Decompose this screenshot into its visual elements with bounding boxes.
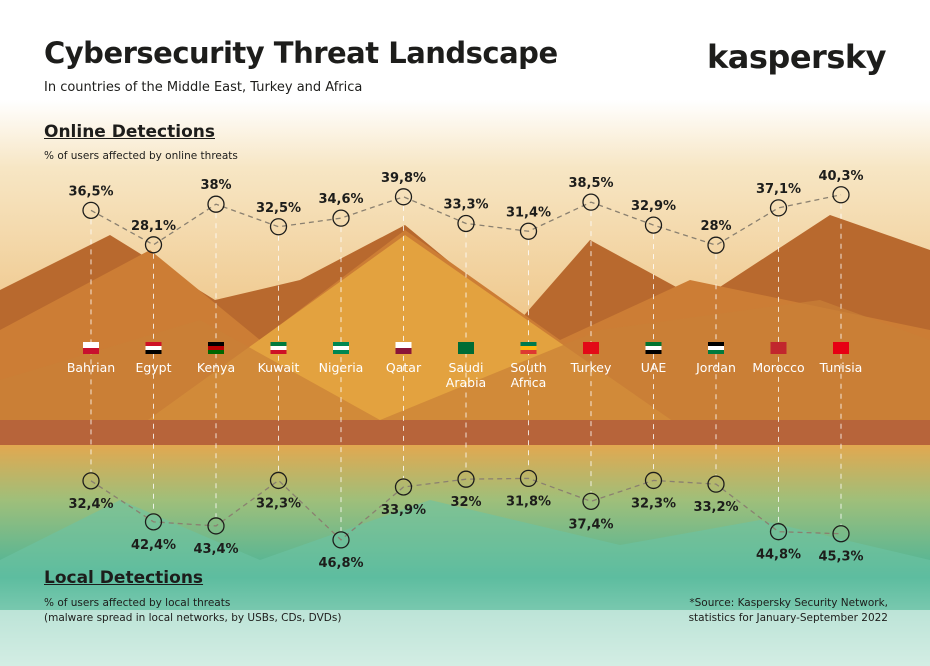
- country-label: Morocco: [752, 360, 804, 375]
- page-title: Cybersecurity Threat Landscape: [44, 36, 558, 70]
- local-point: [457, 470, 475, 488]
- online-series-line: [90, 194, 842, 246]
- kaspersky-logo: kaspersky: [707, 38, 887, 76]
- country-label: Kuwait: [258, 360, 300, 375]
- country-label: Africa: [511, 375, 547, 390]
- online-data-label: 32,5%: [256, 201, 301, 216]
- country-label: Qatar: [386, 360, 422, 375]
- online-data-label: 38%: [200, 178, 231, 193]
- local-heading: Local Detections: [44, 568, 204, 588]
- online-data-label: 37,1%: [756, 182, 801, 197]
- country-label: UAE: [641, 360, 667, 375]
- flag-bahrian: [83, 342, 99, 354]
- flag-kuwait: [270, 342, 287, 354]
- country-label: Turkey: [570, 360, 612, 375]
- local-data-label: 45,3%: [818, 550, 863, 565]
- local-point: [144, 513, 163, 531]
- local-data-label: 44,8%: [756, 548, 801, 563]
- flag-saudi-arabia: [458, 342, 474, 354]
- source-note: *Source: Kaspersky Security Network, stat…: [588, 596, 888, 626]
- online-point: [332, 209, 350, 227]
- local-data-label: 43,4%: [193, 542, 238, 557]
- online-heading: Online Detections: [44, 122, 215, 142]
- online-data-label: 28,1%: [131, 219, 176, 234]
- source-line2: statistics for January-September 2022: [688, 612, 888, 624]
- flag-south-africa: [520, 342, 537, 354]
- local-data-label: 37,4%: [568, 517, 613, 532]
- local-point: [769, 523, 788, 541]
- local-point: [332, 531, 350, 549]
- online-data-label: 39,8%: [381, 171, 426, 186]
- local-point: [82, 472, 100, 490]
- country-label: Saudi: [449, 360, 484, 375]
- flag-tunisia: [833, 342, 849, 354]
- flag-uae: [645, 342, 662, 354]
- local-data-label: 32,3%: [631, 496, 676, 511]
- page-subtitle: In countries of the Middle East, Turkey …: [44, 80, 363, 95]
- local-point: [394, 478, 413, 496]
- local-point: [519, 469, 538, 488]
- local-point: [207, 517, 225, 535]
- local-data-label: 31,8%: [506, 494, 551, 509]
- online-point: [144, 236, 163, 254]
- online-data-label: 38,5%: [568, 176, 613, 191]
- online-point: [269, 218, 288, 236]
- online-data-label: 36,5%: [68, 184, 113, 199]
- country-label: Jordan: [695, 360, 736, 375]
- local-series-line: [90, 477, 842, 541]
- flag-kenya: [208, 342, 224, 354]
- local-data-label: 33,9%: [381, 503, 426, 518]
- online-point: [519, 222, 538, 240]
- online-data-label: 40,3%: [818, 169, 863, 184]
- country-label: Kenya: [197, 360, 235, 375]
- online-point: [207, 195, 225, 213]
- online-point: [457, 214, 475, 233]
- country-label: South: [510, 360, 546, 375]
- local-point: [644, 471, 663, 490]
- local-data-label: 32,3%: [256, 496, 301, 511]
- local-data-label: 46,8%: [318, 556, 363, 571]
- online-point: [644, 216, 663, 234]
- online-point: [707, 236, 725, 254]
- flag-turkey: [583, 342, 599, 354]
- local-point: [269, 471, 288, 490]
- country-label: Egypt: [135, 360, 171, 375]
- online-data-label: 34,6%: [318, 192, 363, 207]
- local-data-label: 32%: [450, 495, 481, 510]
- country-label: Arabia: [446, 375, 486, 390]
- country-label: Tunisia: [819, 360, 863, 375]
- local-point: [707, 475, 725, 493]
- local-subheading: % of users affected by local threats (mal…: [44, 596, 384, 626]
- local-data-label: 32,4%: [68, 497, 113, 512]
- online-point: [394, 188, 413, 206]
- online-subheading: % of users affected by online threats: [44, 150, 238, 162]
- flag-nigeria: [333, 342, 349, 354]
- local-data-label: 42,4%: [131, 538, 176, 553]
- online-data-label: 31,4%: [506, 205, 551, 220]
- online-point: [82, 201, 100, 220]
- country-label: Nigeria: [319, 360, 364, 375]
- online-point: [832, 186, 850, 204]
- flag-qatar: [395, 342, 412, 354]
- online-data-label: 32,9%: [631, 199, 676, 214]
- online-data-label: 28%: [700, 219, 731, 234]
- online-point: [582, 193, 600, 211]
- flag-egypt: [145, 342, 162, 354]
- flag-morocco: [770, 342, 787, 354]
- source-line1: *Source: Kaspersky Security Network,: [689, 597, 888, 609]
- local-subheading-line2: (malware spread in local networks, by US…: [44, 612, 342, 624]
- local-point: [832, 525, 850, 543]
- flag-jordan: [708, 342, 724, 354]
- online-data-label: 33,3%: [443, 197, 488, 212]
- country-label: Bahrian: [67, 360, 115, 375]
- local-subheading-line1: % of users affected by local threats: [44, 597, 231, 609]
- local-data-label: 33,2%: [693, 500, 738, 515]
- online-point: [769, 199, 788, 217]
- local-point: [582, 492, 600, 510]
